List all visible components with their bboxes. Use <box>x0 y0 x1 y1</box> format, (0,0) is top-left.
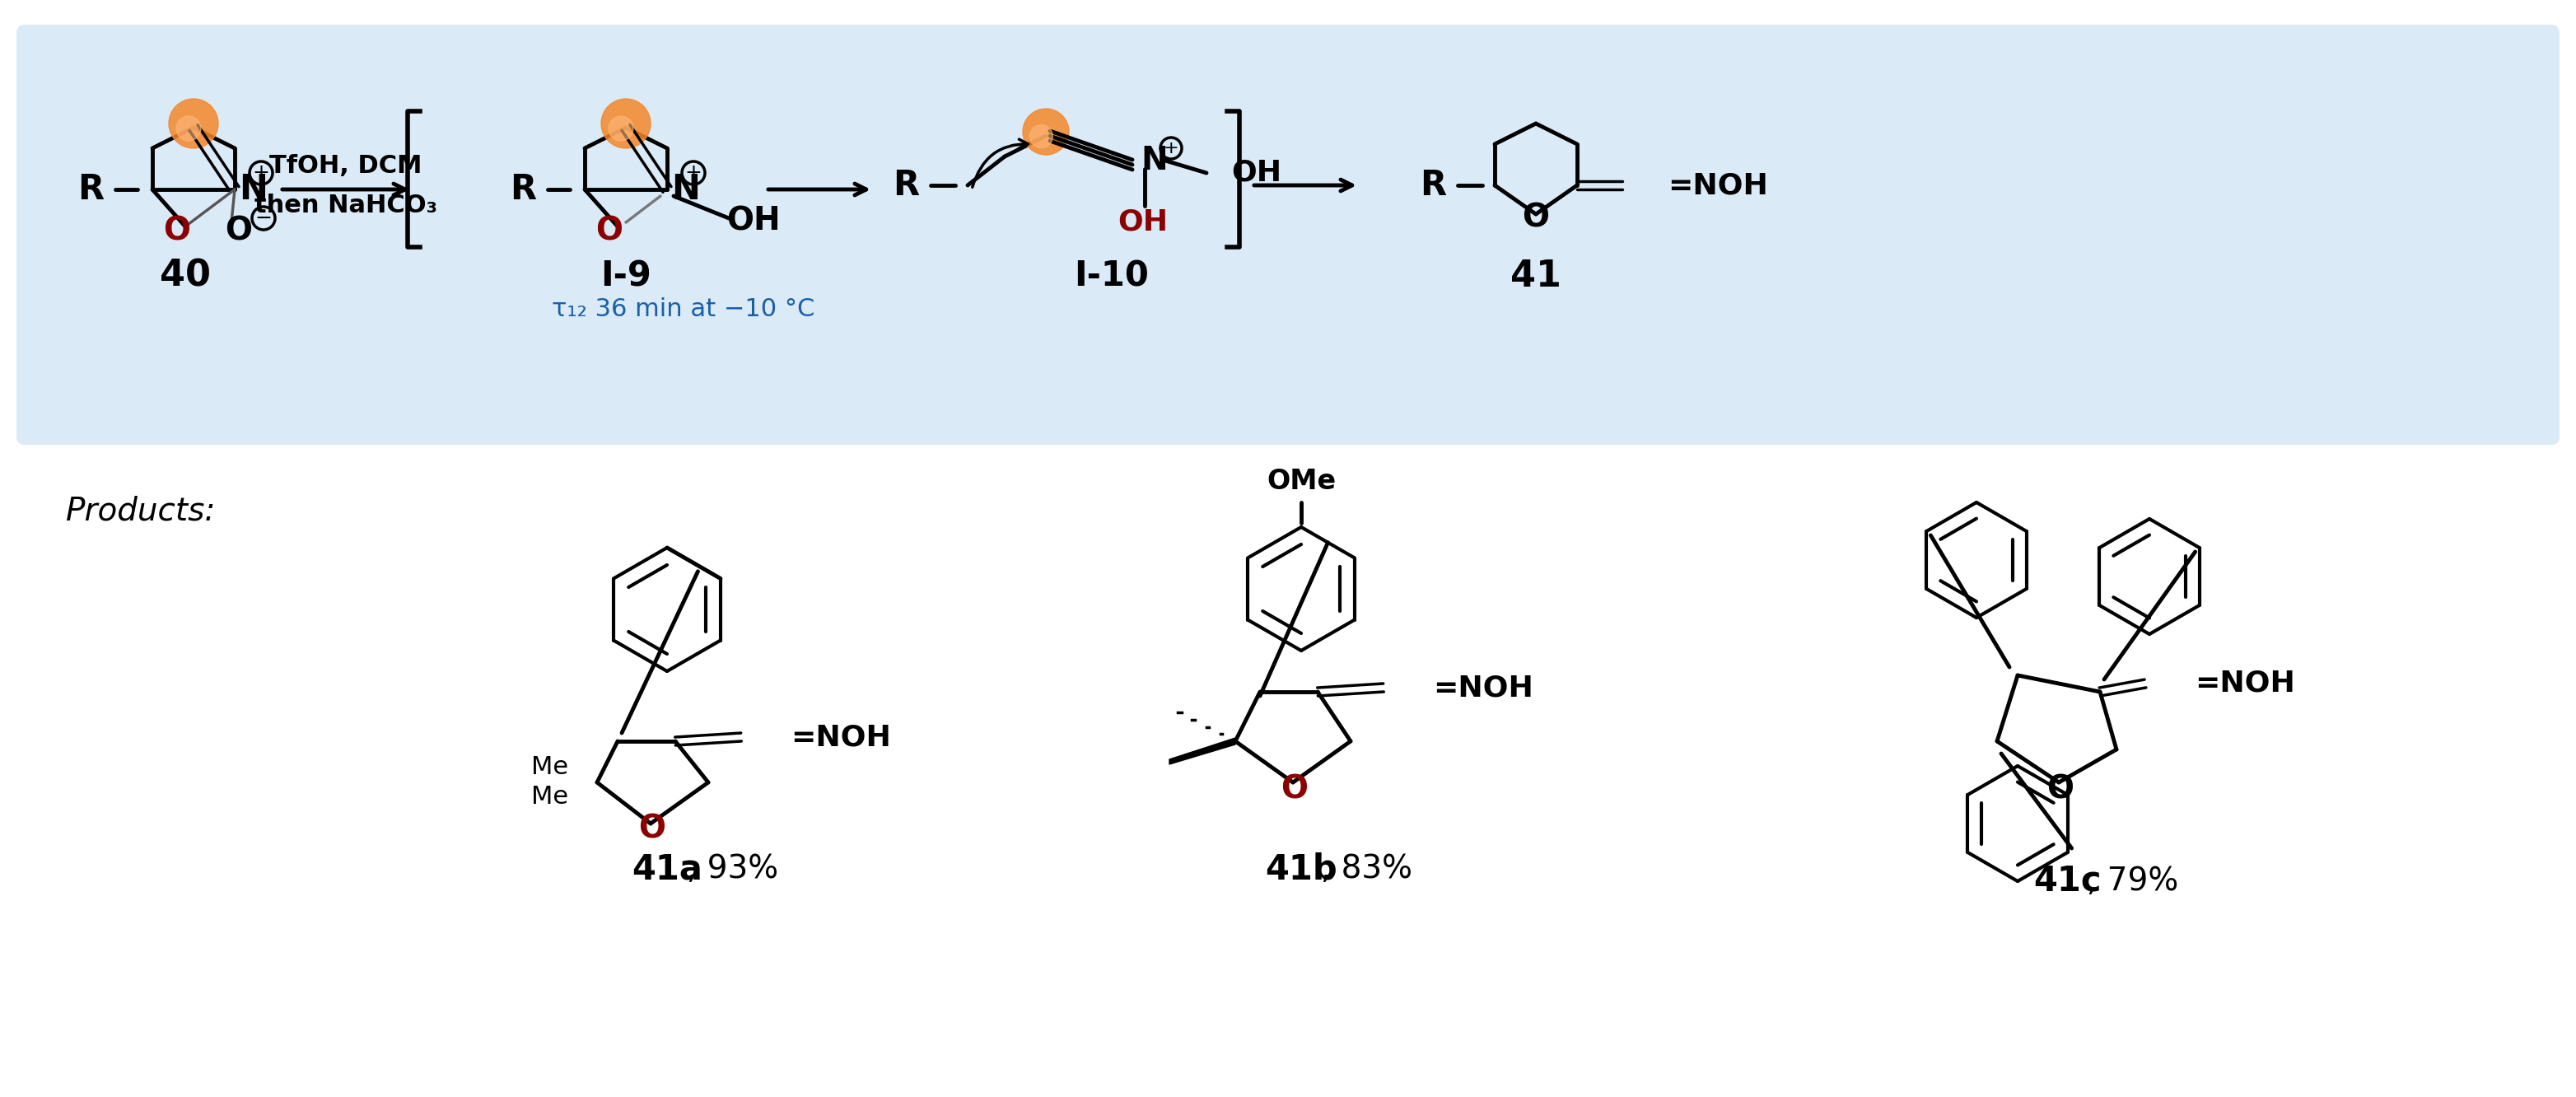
Text: O: O <box>224 215 252 246</box>
Text: I-10: I-10 <box>1074 259 1149 293</box>
Text: =NOH: =NOH <box>1667 171 1767 200</box>
Text: 40: 40 <box>160 258 211 294</box>
Polygon shape <box>1170 738 1236 765</box>
FancyArrowPatch shape <box>971 139 1028 188</box>
Text: 41: 41 <box>1510 258 1561 294</box>
Text: Products:: Products: <box>67 495 216 527</box>
Text: , 83%: , 83% <box>1321 853 1412 884</box>
Text: 41b: 41b <box>1265 851 1337 886</box>
Text: 41c: 41c <box>2032 864 2102 898</box>
Text: 41a: 41a <box>631 851 703 886</box>
Text: Me: Me <box>531 756 569 780</box>
Text: R: R <box>894 168 920 203</box>
Text: OH: OH <box>1231 159 1280 186</box>
Text: R: R <box>77 172 103 206</box>
Circle shape <box>1030 125 1054 148</box>
Text: O: O <box>639 813 665 845</box>
Text: OH: OH <box>726 205 781 236</box>
Text: then NaHCO₃: then NaHCO₃ <box>255 194 438 218</box>
Circle shape <box>608 116 634 140</box>
Circle shape <box>170 99 219 148</box>
Text: O: O <box>595 215 623 246</box>
Text: R: R <box>1419 168 1445 203</box>
Text: =NOH: =NOH <box>791 723 891 751</box>
Text: O: O <box>162 215 191 246</box>
Text: Me: Me <box>531 785 569 810</box>
Text: I-9: I-9 <box>600 259 652 293</box>
Text: OH: OH <box>1118 208 1170 236</box>
Text: +: + <box>252 163 270 183</box>
Circle shape <box>600 99 652 148</box>
Text: =NOH: =NOH <box>2195 669 2295 698</box>
Circle shape <box>1023 109 1069 155</box>
Text: TfOH, DCM: TfOH, DCM <box>270 155 422 179</box>
Text: +: + <box>1164 140 1180 157</box>
Text: , 93%: , 93% <box>688 853 778 884</box>
Text: O: O <box>1522 203 1551 234</box>
FancyBboxPatch shape <box>15 25 2561 444</box>
Text: τ₁₂ 36 min at −10 °C: τ₁₂ 36 min at −10 °C <box>551 297 814 320</box>
Text: O: O <box>2048 773 2074 804</box>
Text: O: O <box>1280 773 1309 804</box>
Text: R: R <box>510 172 536 206</box>
Text: −: − <box>255 208 273 228</box>
Text: OMe: OMe <box>1267 468 1337 496</box>
Text: +: + <box>685 163 703 183</box>
Text: N: N <box>672 172 701 206</box>
Text: N: N <box>1141 145 1167 177</box>
Circle shape <box>175 116 201 140</box>
Text: N: N <box>240 172 268 206</box>
Text: , 79%: , 79% <box>2087 866 2179 897</box>
Text: =NOH: =NOH <box>1432 674 1533 702</box>
